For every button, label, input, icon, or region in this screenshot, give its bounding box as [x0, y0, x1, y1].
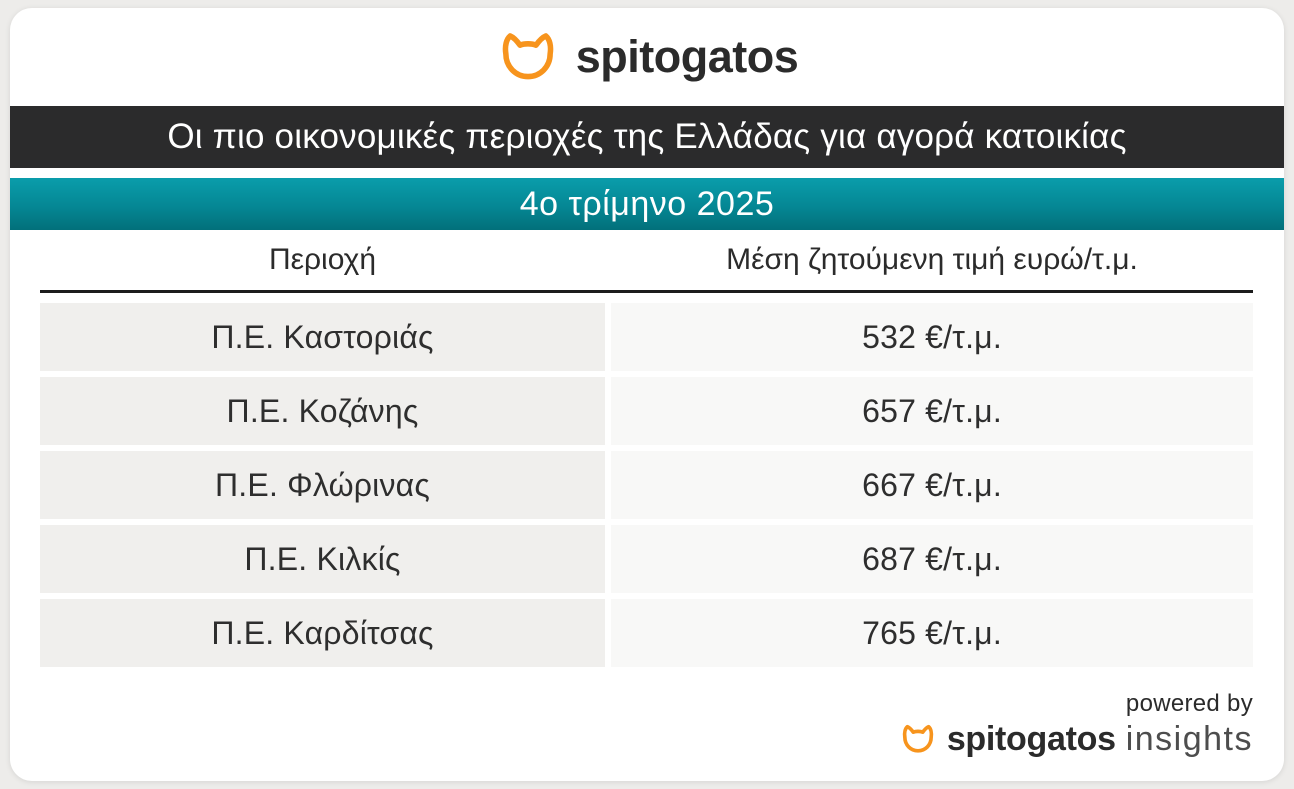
- region-cell: Π.Ε. Κιλκίς: [40, 525, 605, 593]
- column-header-price: Μέση ζητούμενη τιμή ευρώ/τ.μ.: [726, 243, 1138, 276]
- infographic-card: spitogatos Οι πιο οικονομικές περιοχές τ…: [10, 8, 1284, 781]
- region-cell: Π.Ε. Καστοριάς: [40, 303, 605, 371]
- table-row: Π.Ε. Καρδίτσας 765 €/τ.μ.: [40, 599, 1253, 667]
- price-cell: 532 €/τ.μ.: [611, 303, 1253, 371]
- price-cell: 687 €/τ.μ.: [611, 525, 1253, 593]
- price-cell: 765 €/τ.μ.: [611, 599, 1253, 667]
- subtitle-bar: 4ο τρίμηνο 2025: [10, 178, 1284, 230]
- region-cell: Π.Ε. Κοζάνης: [40, 377, 605, 445]
- table-row: Π.Ε. Κιλκίς 687 €/τ.μ.: [40, 525, 1253, 593]
- title-bar: Οι πιο οικονομικές περιοχές της Ελλάδας …: [10, 106, 1284, 168]
- table-header-row: Περιοχή Μέση ζητούμενη τιμή ευρώ/τ.μ.: [40, 230, 1253, 290]
- footer-spitogatos-wordmark: spitogatos: [946, 720, 1116, 758]
- price-cell: 667 €/τ.μ.: [611, 451, 1253, 519]
- price-table: Περιοχή Μέση ζητούμενη τιμή ευρώ/τ.μ. Π.…: [40, 230, 1253, 667]
- footer: powered by spitogatos insights: [899, 690, 1253, 759]
- column-header-region: Περιοχή: [268, 243, 377, 276]
- table-row: Π.Ε. Καστοριάς 532 €/τ.μ.: [40, 303, 1253, 371]
- table-row: Π.Ε. Κοζάνης 657 €/τ.μ.: [40, 377, 1253, 445]
- spitogatos-cat-icon-small: [899, 723, 937, 756]
- spitogatos-wordmark: spitogatos: [575, 31, 799, 82]
- header-divider: [40, 290, 1253, 293]
- region-cell: Π.Ε. Καρδίτσας: [40, 599, 605, 667]
- table-row: Π.Ε. Φλώρινας 667 €/τ.μ.: [40, 451, 1253, 519]
- quarter-label: 4ο τρίμηνο 2025: [519, 184, 775, 223]
- region-cell: Π.Ε. Φλώρινας: [40, 451, 605, 519]
- spitogatos-cat-icon: [496, 30, 560, 85]
- footer-logo: spitogatos insights: [899, 720, 1253, 759]
- logo-header: spitogatos: [10, 8, 1284, 106]
- footer-insights-label: insights: [1125, 720, 1253, 758]
- powered-by-label: powered by: [1125, 690, 1253, 717]
- page-title: Οι πιο οικονομικές περιοχές της Ελλάδας …: [167, 117, 1127, 156]
- table-body: Π.Ε. Καστοριάς 532 €/τ.μ. Π.Ε. Κοζάνης 657 …: [40, 303, 1253, 667]
- price-cell: 657 €/τ.μ.: [611, 377, 1253, 445]
